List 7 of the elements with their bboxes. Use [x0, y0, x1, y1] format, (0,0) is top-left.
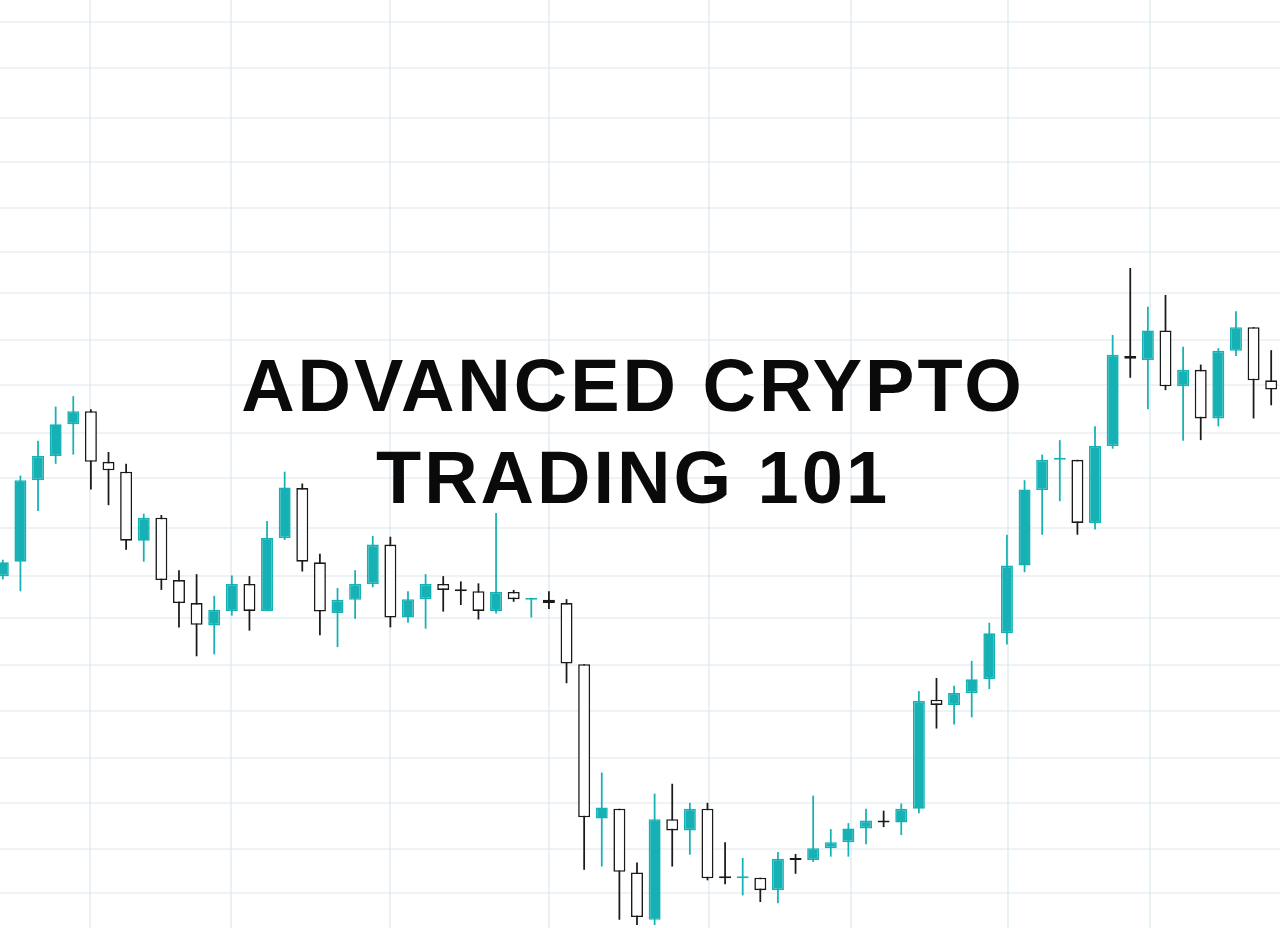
candlestick	[1265, 350, 1278, 406]
text: ADVANCED CRYPTO TRADING 101	[240, 343, 1026, 521]
candlestick	[807, 795, 820, 862]
candlestick	[824, 829, 837, 857]
candlestick	[595, 772, 608, 867]
candlestick	[666, 783, 679, 867]
candlestick	[1177, 346, 1190, 441]
